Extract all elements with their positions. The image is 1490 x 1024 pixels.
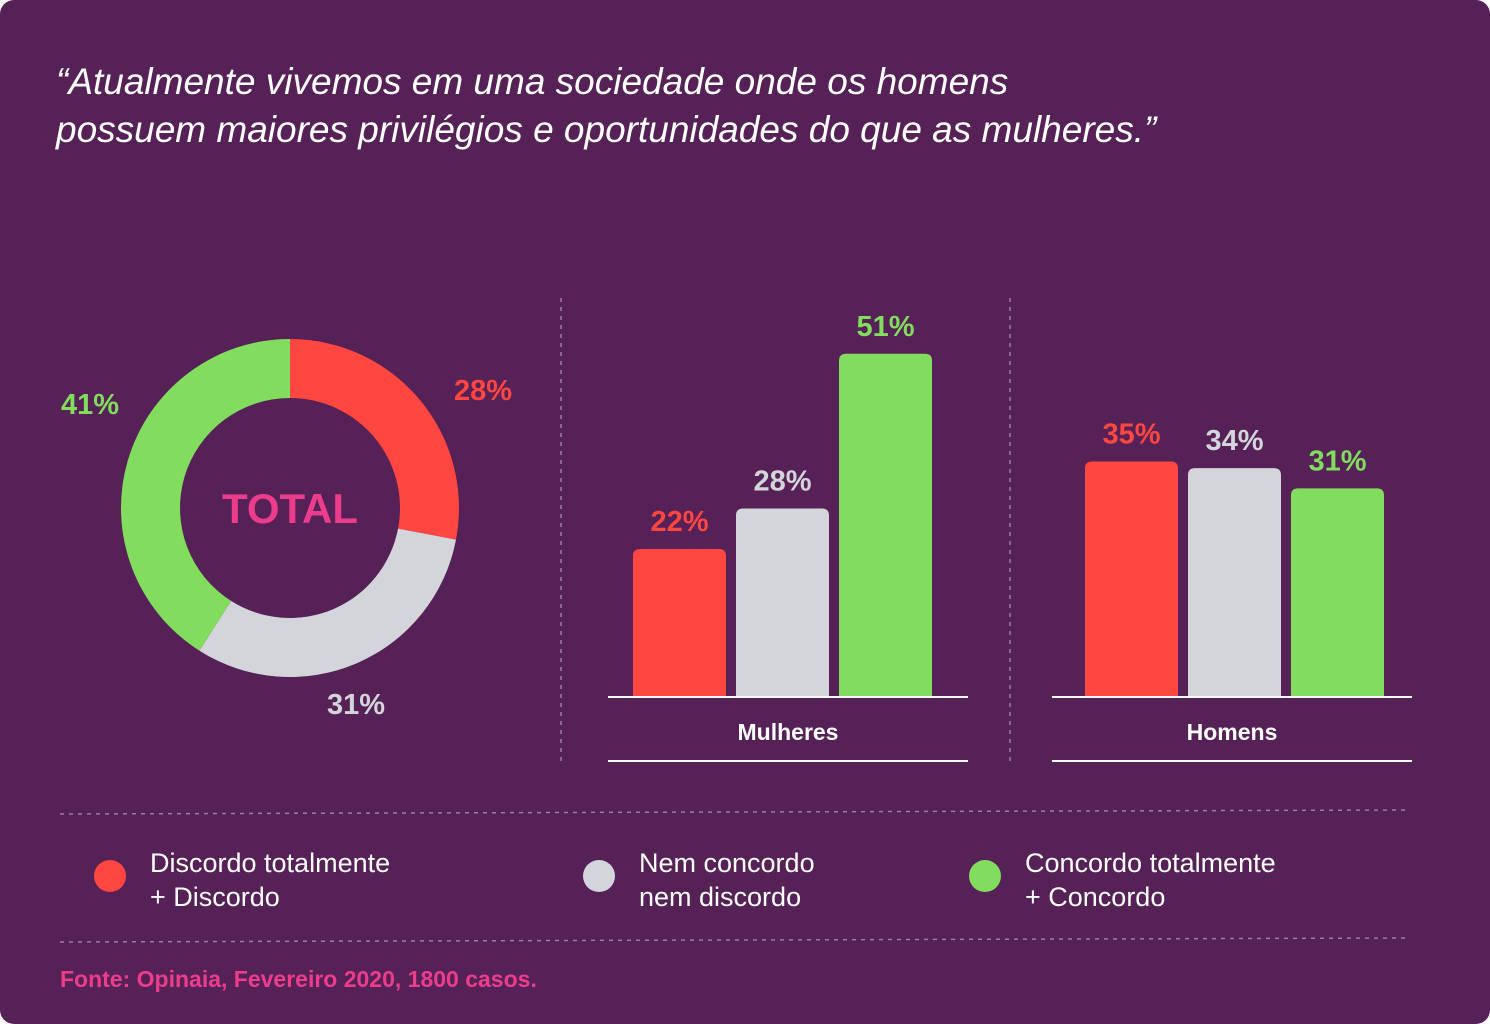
source-note: Fonte: Opinaia, Fevereiro 2020, 1800 cas… (60, 966, 537, 992)
donut-slice-concordo (121, 339, 291, 651)
donut-slice-discordo (290, 339, 459, 540)
legend-line: Nem concordo (639, 848, 815, 878)
legend-swatch-concordo (969, 860, 1001, 892)
bar-label-neutro: 28% (753, 466, 811, 498)
legend-line: + Discordo (150, 882, 280, 912)
donut-center-label: TOTAL (222, 485, 358, 532)
bar-group-label: Mulheres (738, 719, 839, 745)
legend-line: nem discordo (639, 882, 802, 912)
bar-concordo (839, 353, 932, 697)
bar-neutro (736, 508, 829, 697)
donut-slice-neutro (199, 528, 457, 677)
donut-label-neutro: 31% (327, 689, 385, 721)
bar-label-concordo: 51% (856, 311, 914, 343)
legend-label-discordo: Discordo totalmente + Discordo (150, 846, 390, 914)
divider-horizontal-top (59, 809, 1411, 815)
bar-label-neutro: 34% (1205, 425, 1263, 457)
legend-item-concordo: Concordo totalmente + Concordo (969, 846, 1276, 914)
donut-label-discordo: 28% (454, 375, 512, 407)
bar-label-concordo: 31% (1308, 445, 1366, 477)
legend-line: + Concordo (1025, 882, 1166, 912)
bar-charts: 22% 28% 51% Mulheres 35% 34% 31% Homens (608, 311, 1412, 762)
legend-label-neutro: Nem concordo nem discordo (639, 846, 815, 914)
bar-group-label: Homens (1187, 719, 1278, 745)
bar-group-0: 22% 28% 51% Mulheres (608, 311, 968, 762)
bar-discordo (1085, 461, 1178, 697)
bar-group-1: 35% 34% 31% Homens (1052, 418, 1412, 762)
quote-title: “Atualmente vivemos em uma sociedade ond… (56, 58, 1456, 154)
quote-line-2: possuem maiores privilégios e oportunida… (56, 109, 1157, 150)
donut-chart: 28% 31% 41% TOTAL (61, 339, 512, 721)
bar-neutro (1188, 468, 1281, 697)
bar-concordo (1291, 488, 1384, 697)
dividers (59, 298, 1411, 943)
legend-line: Concordo totalmente (1025, 848, 1276, 878)
bar-label-discordo: 35% (1102, 418, 1160, 450)
legend-item-neutro: Nem concordo nem discordo (583, 846, 815, 914)
legend-swatch-discordo (94, 860, 126, 892)
legend-label-concordo: Concordo totalmente + Concordo (1025, 846, 1276, 914)
legend-item-discordo: Discordo totalmente + Discordo (94, 846, 390, 914)
divider-horizontal-bottom (59, 937, 1411, 943)
donut-label-concordo: 41% (61, 389, 119, 421)
quote-line-1: “Atualmente vivemos em uma sociedade ond… (56, 61, 1009, 102)
bar-discordo (633, 548, 726, 697)
legend-swatch-neutro (583, 860, 615, 892)
bar-label-discordo: 22% (650, 506, 708, 538)
legend-line: Discordo totalmente (150, 848, 391, 878)
